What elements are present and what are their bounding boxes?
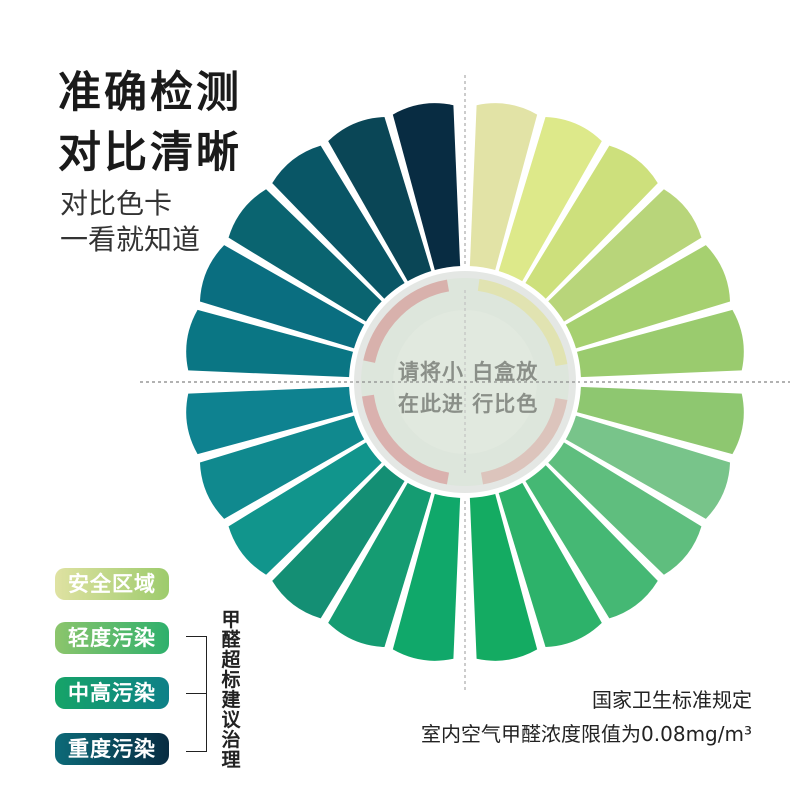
standard-line2: 室内空气甲醛浓度限值为0.08mg/m³ xyxy=(421,722,752,746)
center-instruction-line1: 请将小 白盒放 xyxy=(398,360,539,384)
color-swatch xyxy=(272,462,407,619)
color-swatch xyxy=(469,490,538,661)
color-swatch xyxy=(523,462,658,619)
color-swatch xyxy=(573,386,744,455)
rotation-arrow xyxy=(362,394,450,485)
subtitle-line2: 一看就知道 xyxy=(60,223,201,256)
color-swatch xyxy=(186,386,357,455)
color-swatch xyxy=(328,116,433,285)
headline-line1: 准确检测 xyxy=(58,68,242,118)
bracket-mid-line xyxy=(186,693,206,694)
center-instruction-line2: 在此进 行比色 xyxy=(398,392,539,416)
color-swatch xyxy=(272,145,407,302)
color-swatch xyxy=(562,414,731,519)
color-swatch xyxy=(523,145,658,302)
color-swatch xyxy=(199,245,368,350)
standard-line1: 国家卫生标准规定 xyxy=(592,688,752,712)
rotation-arrow xyxy=(480,397,568,485)
rotation-arrow xyxy=(477,279,568,367)
legend-mild: 轻度污染 xyxy=(55,622,169,654)
legend-safe: 安全区域 xyxy=(55,568,169,600)
color-swatch xyxy=(199,414,368,519)
color-swatch xyxy=(228,440,385,575)
color-swatch xyxy=(562,245,731,350)
subtitle-line1: 对比色卡 xyxy=(60,187,173,220)
color-swatch xyxy=(545,440,702,575)
color-swatch xyxy=(392,490,461,661)
headline-line2: 对比清晰 xyxy=(58,128,242,178)
color-swatch xyxy=(469,103,538,274)
color-swatch xyxy=(497,116,602,285)
color-swatch xyxy=(228,189,385,324)
color-swatch xyxy=(545,189,702,324)
color-swatch xyxy=(497,479,602,648)
legend-severe: 重度污染 xyxy=(55,733,169,765)
bracket-label: 甲醛超标建议治理 xyxy=(221,609,241,771)
legend-medium-high: 中高污染 xyxy=(55,677,169,709)
bracket xyxy=(186,636,207,752)
rotation-arrow xyxy=(363,279,450,363)
color-swatch xyxy=(328,479,433,648)
color-swatch xyxy=(392,103,461,274)
color-swatch xyxy=(186,309,357,378)
color-swatch xyxy=(573,309,744,378)
